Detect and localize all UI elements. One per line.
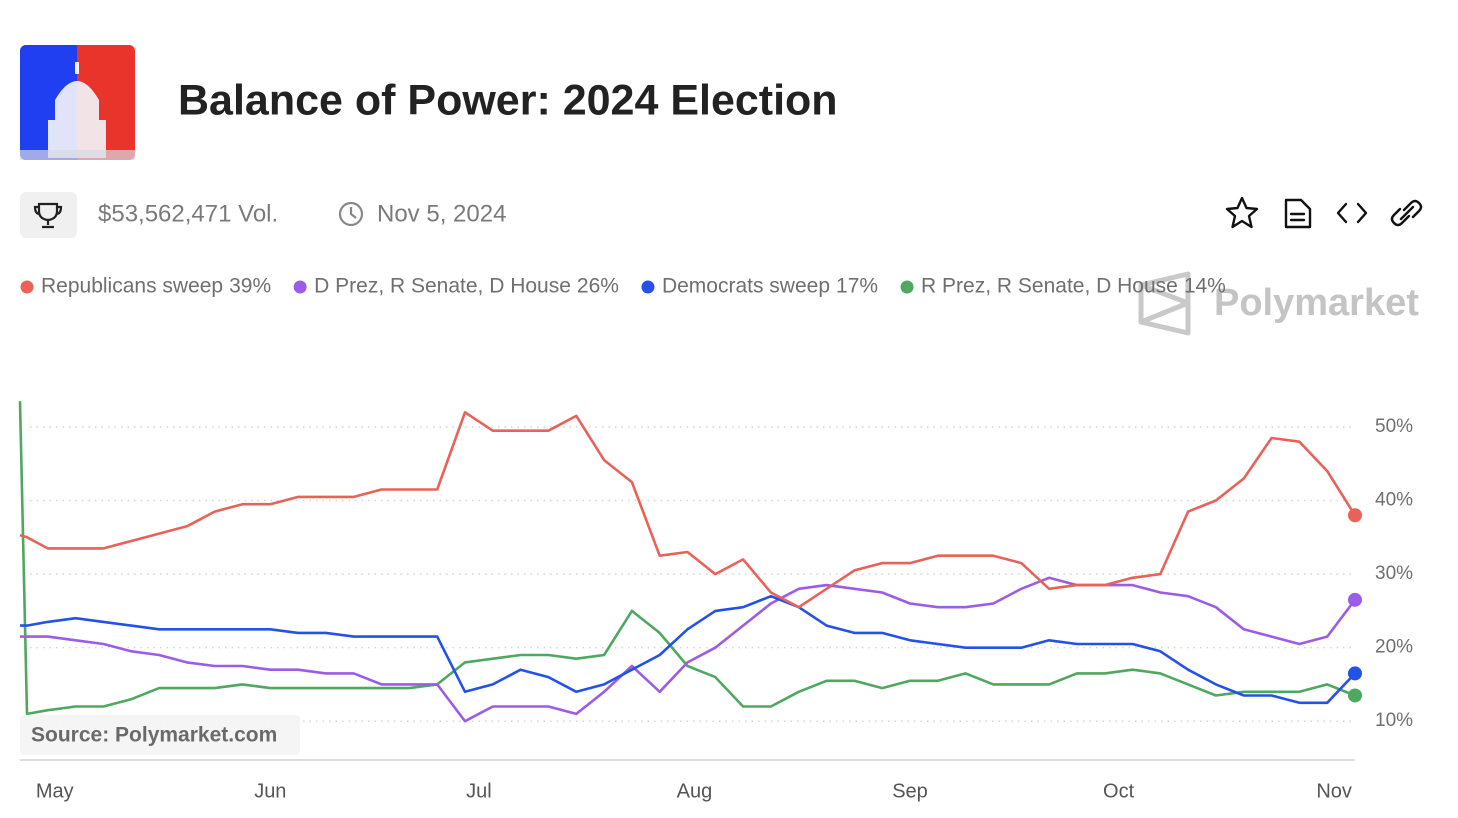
x-tick-label: Oct: [1103, 780, 1135, 802]
trophy-badge[interactable]: [20, 192, 77, 238]
brand-name: Polymarket: [1214, 282, 1419, 324]
volume: $53,562,471 Vol.: [98, 200, 278, 227]
x-tick-label: Aug: [677, 780, 713, 802]
source-badge: [20, 715, 300, 755]
legend-item: R Prez, R Senate, D House 14%: [900, 275, 1226, 298]
embed-button[interactable]: [1336, 202, 1368, 224]
legend-name: Democrats sweep: [662, 275, 830, 298]
y-tick-label: 10%: [1375, 710, 1413, 731]
series-line: [20, 576, 1357, 723]
market-icon: [20, 45, 135, 160]
legend-current: 14%: [1184, 275, 1226, 298]
legend-swatch: [900, 280, 914, 294]
x-tick-label: Jul: [466, 780, 492, 802]
x-tick-label: Nov: [1316, 780, 1352, 802]
legend-swatch: [641, 280, 655, 294]
series-end-dot: [1348, 666, 1362, 681]
legend-item: Republicans sweep 39%: [20, 275, 271, 298]
legend-name: R Prez, R Senate, D House: [921, 275, 1178, 298]
legend-item: Democrats sweep 17%: [641, 275, 878, 298]
x-tick-label: Sep: [892, 780, 928, 802]
y-tick-label: 30%: [1375, 563, 1413, 584]
trophy-icon: [33, 202, 63, 229]
document-button[interactable]: [1284, 198, 1312, 229]
series-end-dot: [1348, 508, 1362, 523]
series-line: [18, 401, 1356, 716]
brand-logo: [1138, 271, 1191, 336]
legend-name: D Prez, R Senate, D House: [314, 275, 571, 298]
source-label: Source: Polymarket.com: [31, 724, 277, 747]
series-end-dot: [1348, 592, 1362, 607]
legend-swatch: [293, 280, 307, 294]
clock-icon: [338, 201, 364, 227]
legend-name: Republicans sweep: [41, 275, 223, 298]
title: Balance of Power: 2024 Election: [178, 76, 838, 124]
y-tick-label: 20%: [1375, 637, 1413, 658]
x-tick-label: Jun: [254, 780, 286, 802]
series-line: [20, 594, 1356, 705]
y-tick-label: 50%: [1375, 416, 1413, 437]
end-date: Nov 5, 2024: [377, 200, 506, 227]
legend-current: 17%: [836, 275, 878, 298]
favorite-button[interactable]: [1225, 196, 1259, 229]
x-tick-label: May: [36, 780, 74, 802]
series-end-dot: [1348, 688, 1362, 703]
legend-swatch: [20, 280, 34, 294]
legend-item: D Prez, R Senate, D House 26%: [293, 275, 619, 298]
share-link-button[interactable]: [1390, 199, 1423, 227]
y-tick-label: 40%: [1375, 490, 1413, 511]
series-line: [19, 411, 1357, 609]
legend-current: 39%: [229, 275, 271, 298]
legend-current: 26%: [577, 275, 619, 298]
